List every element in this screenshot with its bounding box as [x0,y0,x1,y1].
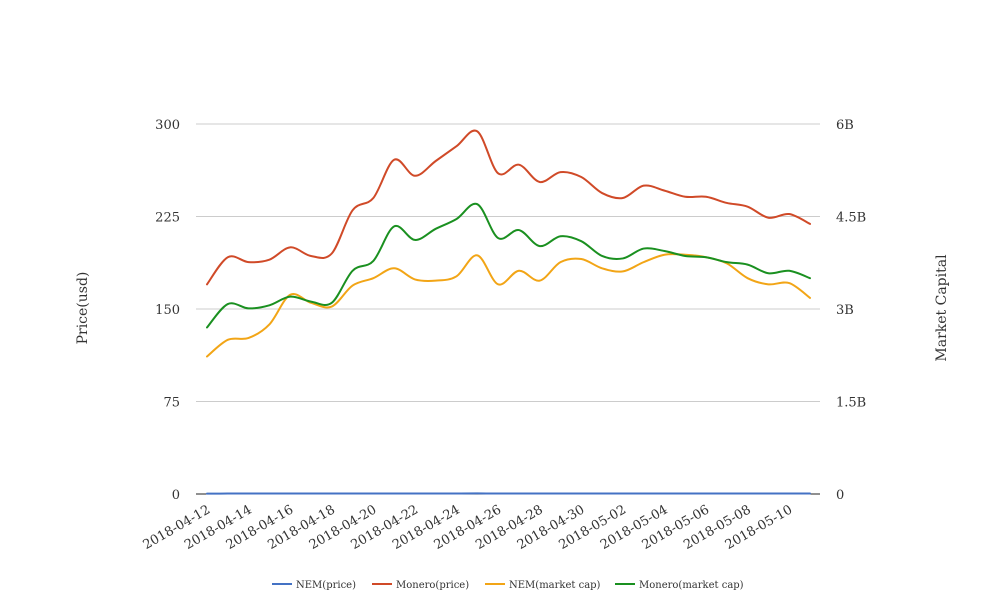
series-line-monero-market-cap [206,202,811,329]
y-left-tick-label: 150 [155,303,180,318]
y-axis-left-ticks: 0 75 150 225 300 [155,118,180,503]
y-left-tick-label: 0 [172,488,180,503]
grid-lines [196,123,820,495]
y-right-tick-label: 4.5B [836,211,866,226]
legend: NEM(price) Monero(price) NEM(market cap) Mo… [272,580,744,591]
series-line-nem-market-cap [206,253,811,358]
legend-label[interactable]: NEM(market cap) [509,580,601,591]
y-right-tick-label: 6B [836,118,854,133]
legend-label[interactable]: Monero(market cap) [639,580,744,591]
y-axis-right-title: Market Capital [934,254,950,362]
series-line-monero-price [206,129,811,286]
legend-label[interactable]: NEM(price) [296,580,356,591]
y-left-tick-label: 300 [155,118,180,133]
series-lines [206,129,811,495]
y-axis-right-ticks: 0 1.5B 3B 4.5B 6B [836,118,866,503]
y-right-tick-label: 1.5B [836,396,866,411]
y-axis-left-title: Price(usd) [75,272,91,345]
x-axis-ticks: 2018-04-122018-04-142018-04-162018-04-18… [141,502,796,552]
y-right-tick-label: 0 [836,488,844,503]
y-right-tick-label: 3B [836,303,854,318]
legend-label[interactable]: Monero(price) [396,580,469,591]
y-left-tick-label: 75 [163,396,180,411]
y-left-tick-label: 225 [155,211,180,226]
